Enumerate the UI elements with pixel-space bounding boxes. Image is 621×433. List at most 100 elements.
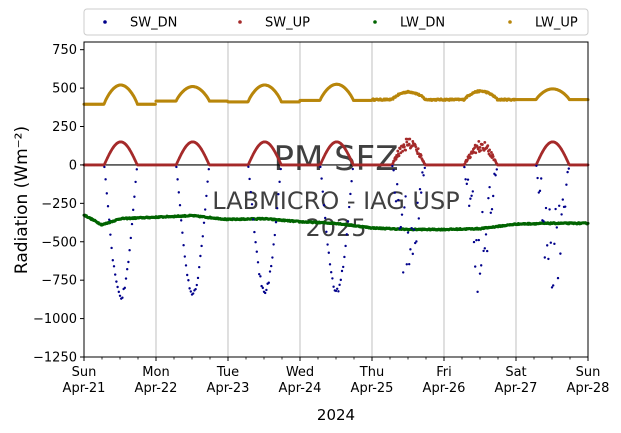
sw-dn-point <box>264 291 267 295</box>
sw-dn-point <box>133 195 136 198</box>
sw-dn-point <box>471 190 474 193</box>
legend-marker <box>103 20 107 24</box>
legend-marker <box>238 20 242 24</box>
sw-dn-point <box>205 194 208 198</box>
sw-dn-point <box>114 273 117 276</box>
sw-dn-point <box>392 169 395 172</box>
sw-dn-point <box>543 256 546 259</box>
sw-dn-point <box>474 265 477 268</box>
sw-dn-point <box>110 246 113 250</box>
sw-dn-point <box>406 231 410 234</box>
sw-dn-point <box>495 168 498 171</box>
sw-dn-point <box>204 208 207 211</box>
sw-dn-point <box>476 290 479 294</box>
sw-dn-point <box>481 210 484 214</box>
sw-dn-point <box>175 165 178 169</box>
legend-marker <box>373 20 377 24</box>
sw-dn-point <box>339 278 342 282</box>
sw-dn-point <box>324 216 327 220</box>
sw-dn-point <box>108 218 111 221</box>
sw-dn-point <box>127 260 130 264</box>
sw-up-point <box>481 143 484 146</box>
sw-dn-point <box>346 220 350 223</box>
sw-dn-point <box>405 263 408 266</box>
sw-dn-point <box>415 240 418 243</box>
sw-dn-point <box>319 165 322 169</box>
sw-dn-point <box>261 286 264 290</box>
x-tick-label-day: Fri <box>436 365 452 380</box>
y-axis: 750 500 250 0 −250 −500 −750 −1000 −1250 <box>33 43 84 366</box>
sw-dn-point <box>129 236 132 240</box>
sw-dn-point <box>258 272 261 276</box>
sw-dn-point <box>552 284 555 287</box>
sw-dn-point <box>274 221 278 224</box>
sw-dn-point <box>564 205 567 208</box>
sw-up-point <box>478 146 482 149</box>
sw-dn-point <box>201 235 204 238</box>
sw-dn-point <box>207 167 210 171</box>
sw-up-point <box>416 147 420 151</box>
sw-dn-point <box>322 203 326 207</box>
sw-dn-point <box>554 207 557 211</box>
sw-dn-point <box>488 185 491 189</box>
sw-dn-point <box>484 233 488 236</box>
sw-dn-point <box>397 198 400 202</box>
y-tick-label: 500 <box>52 82 77 97</box>
sw-dn-point <box>116 285 119 289</box>
sw-dn-point <box>267 281 270 284</box>
sw-dn-point <box>351 167 354 171</box>
sw-dn-point <box>268 270 272 273</box>
sw-up-point <box>403 145 406 149</box>
sw-dn-point <box>349 192 352 196</box>
sw-dn-point <box>277 192 280 196</box>
x-axis: SunApr-21MonApr-22TueApr-23WedApr-24ThuA… <box>63 357 609 396</box>
sw-dn-point <box>490 208 494 211</box>
sw-dn-point <box>553 242 556 246</box>
sw-dn-point <box>272 243 275 246</box>
sw-dn-point <box>176 178 179 181</box>
sw-dn-point <box>117 290 121 294</box>
sw-dn-point <box>132 208 135 212</box>
sw-dn-point <box>422 174 425 177</box>
sw-dn-point <box>566 170 569 174</box>
sw-dn-point <box>273 233 276 237</box>
sw-dn-point <box>344 244 347 248</box>
sw-dn-point <box>134 180 137 184</box>
x-tick-label-day: Tue <box>216 365 239 380</box>
sw-dn-point <box>396 183 399 186</box>
sw-dn-point <box>408 262 411 266</box>
sw-up-point <box>476 147 480 151</box>
sw-dn-point <box>486 249 489 253</box>
sw-dn-point <box>200 244 203 248</box>
sw-dn-point <box>109 233 112 236</box>
data-points <box>82 82 590 300</box>
legend-label: SW_UP <box>265 16 310 31</box>
sw-dn-point <box>198 265 201 269</box>
sw-up-point <box>491 155 495 158</box>
sw-dn-point <box>255 250 258 253</box>
sw-up-point <box>397 154 401 158</box>
sw-dn-point <box>464 178 467 181</box>
sw-dn-point <box>334 289 338 293</box>
x-tick-label-date: Apr-22 <box>135 381 178 396</box>
sw-dn-point <box>538 189 542 193</box>
sw-dn-point <box>250 203 254 206</box>
sw-dn-point <box>271 256 274 259</box>
sw-dn-point <box>544 206 548 210</box>
sw-dn-point <box>537 191 540 194</box>
sw-dn-point <box>248 177 251 181</box>
sw-dn-point <box>121 296 124 299</box>
sw-dn-point <box>340 269 344 273</box>
sw-dn-point <box>540 177 543 180</box>
x-tick-label-date: Apr-23 <box>207 381 250 396</box>
sw-dn-point <box>418 187 422 191</box>
sw-dn-point <box>178 203 182 207</box>
lw-up-point <box>153 102 157 106</box>
sw-dn-point <box>480 264 483 267</box>
y-tick-label: −250 <box>41 197 77 212</box>
sw-dn-point <box>254 240 257 244</box>
sw-dn-point <box>421 171 424 174</box>
